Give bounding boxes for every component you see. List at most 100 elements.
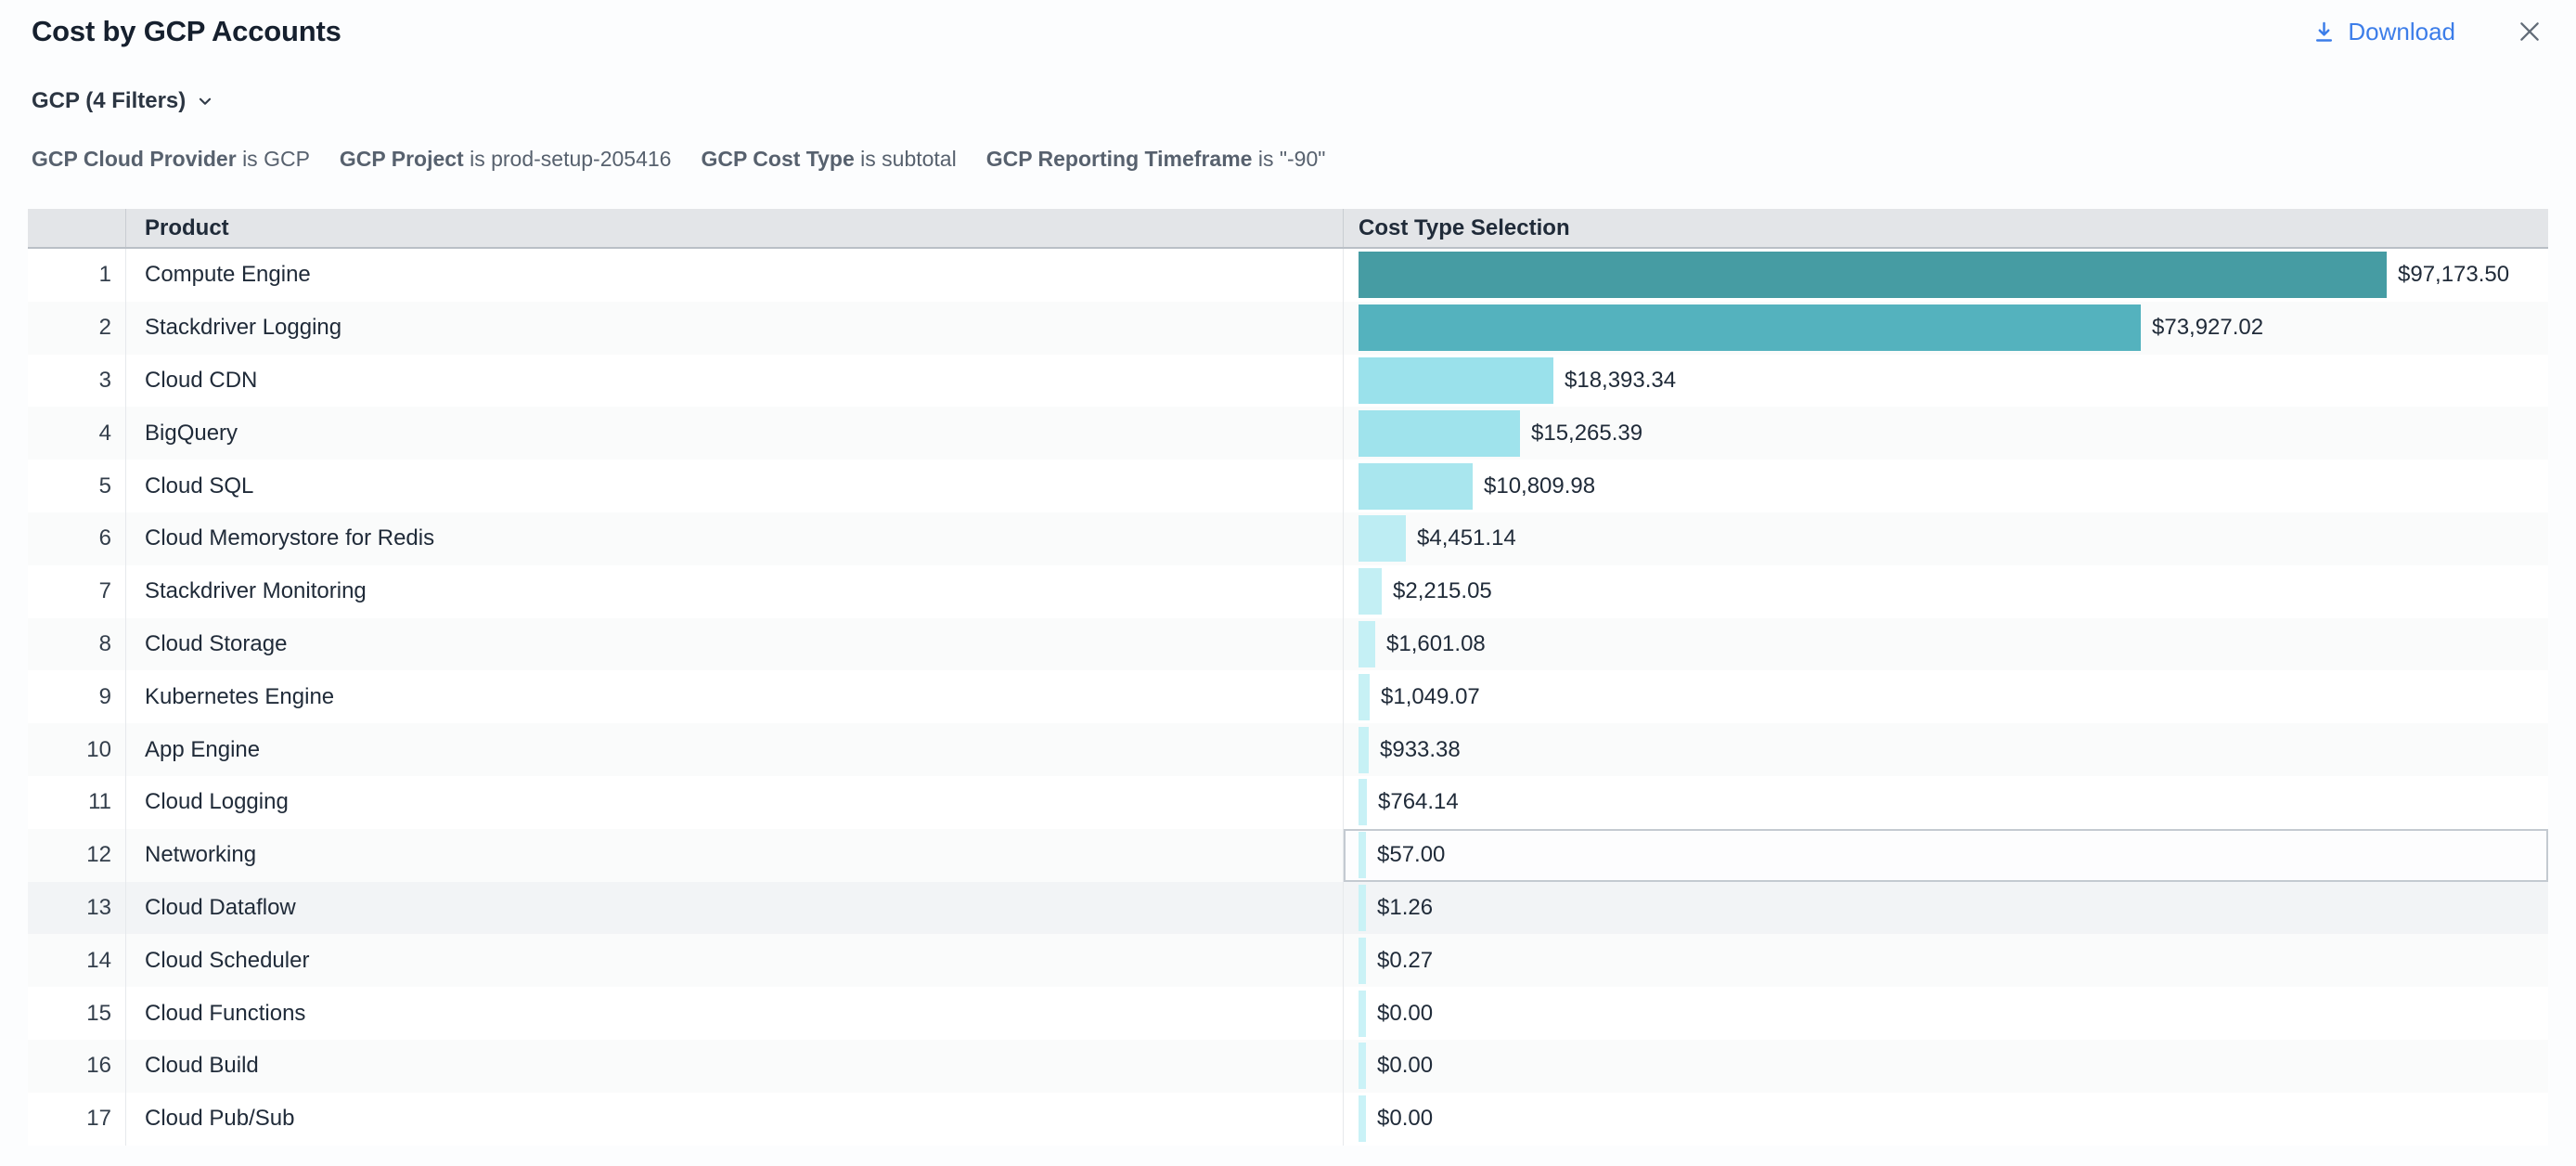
cost-value-label: $1,049.07 <box>1381 683 1480 709</box>
row-number: 16 <box>28 1039 126 1093</box>
cost-bar <box>1359 1043 1366 1090</box>
download-button[interactable]: Download <box>2312 18 2455 46</box>
cost-cell[interactable]: $1,601.08 <box>1344 618 2548 671</box>
product-cell[interactable]: Cloud Scheduler <box>126 934 1344 988</box>
cost-cell[interactable]: $0.00 <box>1344 1040 2548 1093</box>
row-number: 5 <box>28 460 126 512</box>
cost-cell[interactable]: $933.38 <box>1344 723 2548 776</box>
cost-cell[interactable]: $10,809.98 <box>1344 460 2548 512</box>
table-row: 3 Cloud CDN $18,393.34 <box>28 354 2548 408</box>
table-row: 12 Networking $57.00 <box>28 828 2548 882</box>
cost-cell[interactable]: $0.00 <box>1344 987 2548 1040</box>
cost-bar <box>1359 409 1520 457</box>
cost-value-label: $2,215.05 <box>1393 578 1492 604</box>
table-row: 7 Stackdriver Monitoring $2,215.05 <box>28 564 2548 618</box>
filter-condition: is subtotal <box>860 147 957 171</box>
product-cell[interactable]: Compute Engine <box>126 249 1344 302</box>
row-number: 12 <box>28 828 126 882</box>
product-cell[interactable]: Cloud SQL <box>126 460 1344 512</box>
cost-bar <box>1359 884 1366 931</box>
header-cost-type-selection[interactable]: Cost Type Selection <box>1359 214 1570 240</box>
table-row: 17 Cloud Pub/Sub $0.00 <box>28 1092 2548 1146</box>
filters-summary-toggle[interactable]: GCP (4 Filters) <box>32 88 215 114</box>
cost-value-label: $73,927.02 <box>2152 315 2264 341</box>
table-row: 10 App Engine $933.38 <box>28 723 2548 776</box>
close-button[interactable] <box>2515 17 2544 46</box>
product-cell[interactable]: Cloud Storage <box>126 617 1344 671</box>
table-row: 2 Stackdriver Logging $73,927.02 <box>28 301 2548 355</box>
applied-filter: GCP Reporting Timeframe is "-90" <box>986 147 1326 172</box>
row-number: 2 <box>28 301 126 355</box>
row-number: 10 <box>28 723 126 776</box>
cost-cell[interactable]: $1,049.07 <box>1344 670 2548 723</box>
table-header-row: Product Cost Type Selection <box>28 209 2548 249</box>
filter-name: GCP Cost Type <box>701 147 855 171</box>
filters-summary-label: GCP (4 Filters) <box>32 88 187 113</box>
filter-name: GCP Project <box>339 147 464 171</box>
cost-cell[interactable]: $2,215.05 <box>1344 565 2548 618</box>
product-cell[interactable]: BigQuery <box>126 407 1344 460</box>
cost-value-label: $764.14 <box>1378 789 1459 815</box>
row-number: 8 <box>28 617 126 671</box>
row-number: 4 <box>28 407 126 460</box>
cost-bar <box>1359 568 1382 615</box>
applied-filter: GCP Project is prod-setup-205416 <box>340 147 672 172</box>
product-cell[interactable]: Cloud Logging <box>126 775 1344 829</box>
product-cell[interactable]: Stackdriver Logging <box>126 301 1344 355</box>
cost-value-label: $1,601.08 <box>1386 630 1486 656</box>
product-cell[interactable]: Kubernetes Engine <box>126 670 1344 724</box>
cost-bar <box>1359 937 1366 984</box>
product-cell[interactable]: Cloud Dataflow <box>126 881 1344 935</box>
filter-condition: is "-90" <box>1257 147 1326 171</box>
row-number: 3 <box>28 354 126 408</box>
cost-value-label: $933.38 <box>1380 736 1461 762</box>
row-number: 15 <box>28 987 126 1040</box>
cost-table: Product Cost Type Selection 1 Compute En… <box>28 209 2548 1146</box>
table-row: 5 Cloud SQL $10,809.98 <box>28 460 2548 512</box>
cost-cell[interactable]: $15,265.39 <box>1344 407 2548 460</box>
row-number: 11 <box>28 775 126 829</box>
cost-cell[interactable]: $0.00 <box>1344 1093 2548 1146</box>
row-number: 17 <box>28 1092 126 1146</box>
header-product[interactable]: Product <box>126 209 1344 247</box>
product-cell[interactable]: Networking <box>126 828 1344 882</box>
chevron-down-icon <box>195 91 215 111</box>
table-body: 1 Compute Engine $97,173.50 2 Stackdrive… <box>28 249 2548 1146</box>
header-row-number <box>28 209 126 247</box>
title-bar: Cost by GCP Accounts Download <box>0 0 2576 63</box>
cost-bar <box>1359 990 1366 1037</box>
product-cell[interactable]: Cloud Functions <box>126 987 1344 1040</box>
product-cell[interactable]: App Engine <box>126 723 1344 776</box>
cost-value-label: $0.00 <box>1377 1053 1434 1079</box>
cost-value-label: $4,451.14 <box>1417 525 1516 551</box>
cost-bar <box>1359 252 2387 299</box>
row-number: 14 <box>28 934 126 988</box>
product-cell[interactable]: Cloud Pub/Sub <box>126 1092 1344 1146</box>
cost-cell[interactable]: $18,393.34 <box>1344 355 2548 408</box>
cost-cell[interactable]: $57.00 <box>1344 828 2548 882</box>
row-number: 13 <box>28 881 126 935</box>
product-cell[interactable]: Stackdriver Monitoring <box>126 564 1344 618</box>
cost-cell[interactable]: $4,451.14 <box>1344 512 2548 565</box>
cost-bar <box>1359 515 1406 563</box>
close-icon <box>2515 17 2544 46</box>
cost-bar <box>1359 726 1369 773</box>
cost-cell[interactable]: $0.27 <box>1344 934 2548 987</box>
table-row: 13 Cloud Dataflow $1.26 <box>28 881 2548 935</box>
table-row: 15 Cloud Functions $0.00 <box>28 987 2548 1040</box>
cost-cell[interactable]: $1.26 <box>1344 882 2548 935</box>
cost-bar <box>1359 462 1473 510</box>
cost-cell[interactable]: $764.14 <box>1344 776 2548 829</box>
product-cell[interactable]: Cloud Build <box>126 1039 1344 1093</box>
cost-cell[interactable]: $73,927.02 <box>1344 302 2548 355</box>
page-title: Cost by GCP Accounts <box>32 15 341 47</box>
cost-value-label: $0.27 <box>1377 947 1434 973</box>
cost-bar <box>1359 356 1553 404</box>
product-cell[interactable]: Cloud CDN <box>126 354 1344 408</box>
cost-value-label: $97,173.50 <box>2398 262 2510 288</box>
product-cell[interactable]: Cloud Memorystore for Redis <box>126 512 1344 565</box>
table-row: 6 Cloud Memorystore for Redis $4,451.14 <box>28 512 2548 565</box>
cost-cell[interactable]: $97,173.50 <box>1344 249 2548 302</box>
table-row: 4 BigQuery $15,265.39 <box>28 407 2548 460</box>
table-row: 16 Cloud Build $0.00 <box>28 1039 2548 1093</box>
